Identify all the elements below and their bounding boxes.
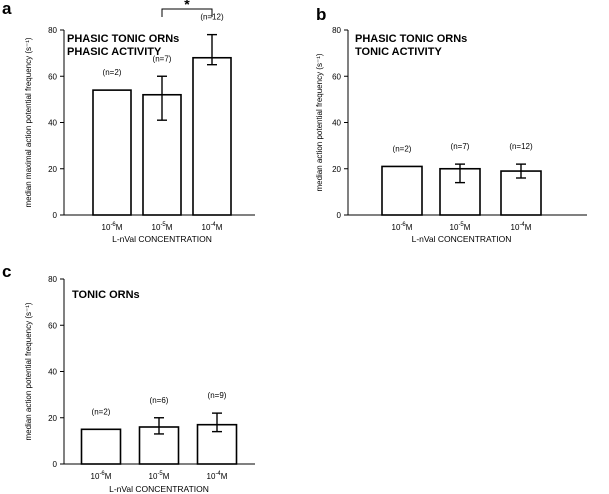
x-tick-label: 10-6M: [392, 222, 413, 232]
x-tick-label: 10-5M: [152, 222, 173, 232]
panel-a: a 0 20 40 60 80 median maximal action potentia…: [2, 0, 255, 244]
panel-b: b 0 20 40 60 80 median action potential freque…: [315, 5, 587, 244]
panel-letter: b: [316, 5, 326, 24]
n-label: (n=2): [103, 68, 122, 77]
n-label: (n=2): [92, 407, 111, 416]
y-tick-label: 60: [48, 72, 57, 81]
n-label: (n=12): [509, 142, 533, 151]
x-tick-label: 10-4M: [207, 471, 228, 481]
panel-title: PHASIC ACTIVITY: [67, 46, 162, 58]
y-tick-label: 60: [48, 321, 57, 330]
y-axis-label: median action potential frequency (s⁻¹): [24, 302, 33, 440]
y-axis-label: median maximal action potential frequenc…: [24, 37, 33, 207]
panel-c: c 0 20 40 60 80 median action potential freque…: [2, 262, 255, 494]
panel-title: PHASIC TONIC ORNs: [67, 33, 179, 45]
n-label: (n=2): [393, 144, 412, 153]
n-label: (n=12): [200, 13, 224, 22]
panel-title: TONIC ORNs: [72, 289, 140, 301]
x-tick-label: 10-6M: [91, 471, 112, 481]
y-axis-label: median action potential frequency (s⁻¹): [315, 53, 324, 191]
bar: [381, 165, 423, 216]
significance-bracket: [161, 8, 213, 17]
x-tick-label: 10-6M: [102, 222, 123, 232]
n-label: (n=9): [208, 391, 227, 400]
x-tick-label: 10-4M: [202, 222, 223, 232]
y-tick-label: 20: [48, 414, 57, 423]
y-tick-label: 80: [332, 26, 341, 35]
n-label: (n=7): [153, 54, 172, 63]
y-tick-label: 40: [332, 119, 341, 128]
panel-title: TONIC ACTIVITY: [355, 46, 442, 58]
n-label: (n=6): [150, 396, 169, 405]
y-tick-label: 20: [48, 165, 57, 174]
y-tick-label: 80: [48, 275, 57, 284]
y-tick-label: 60: [332, 72, 341, 81]
bar: [500, 170, 542, 216]
panel-letter: a: [2, 0, 12, 18]
x-axis-label: L-nVal CONCENTRATION: [112, 234, 212, 244]
panel-title: PHASIC TONIC ORNs: [355, 33, 467, 45]
y-tick-label: 0: [53, 211, 58, 220]
n-label: (n=7): [451, 142, 470, 151]
x-tick-label: 10-4M: [511, 222, 532, 232]
panel-letter: c: [2, 262, 11, 281]
y-tick-label: 20: [332, 165, 341, 174]
x-axis-label: L-nVal CONCENTRATION: [109, 484, 209, 494]
x-axis-label: L-nVal CONCENTRATION: [412, 234, 512, 244]
y-tick-label: 40: [48, 119, 57, 128]
y-tick-label: 40: [48, 368, 57, 377]
y-tick-label: 80: [48, 26, 57, 35]
y-tick-label: 0: [53, 460, 58, 469]
x-tick-label: 10-5M: [149, 471, 170, 481]
bar: [192, 56, 232, 216]
significance-star: *: [184, 0, 190, 12]
bar: [92, 89, 132, 216]
x-tick-label: 10-5M: [450, 222, 471, 232]
bar: [80, 428, 122, 465]
y-tick-label: 0: [337, 211, 342, 220]
